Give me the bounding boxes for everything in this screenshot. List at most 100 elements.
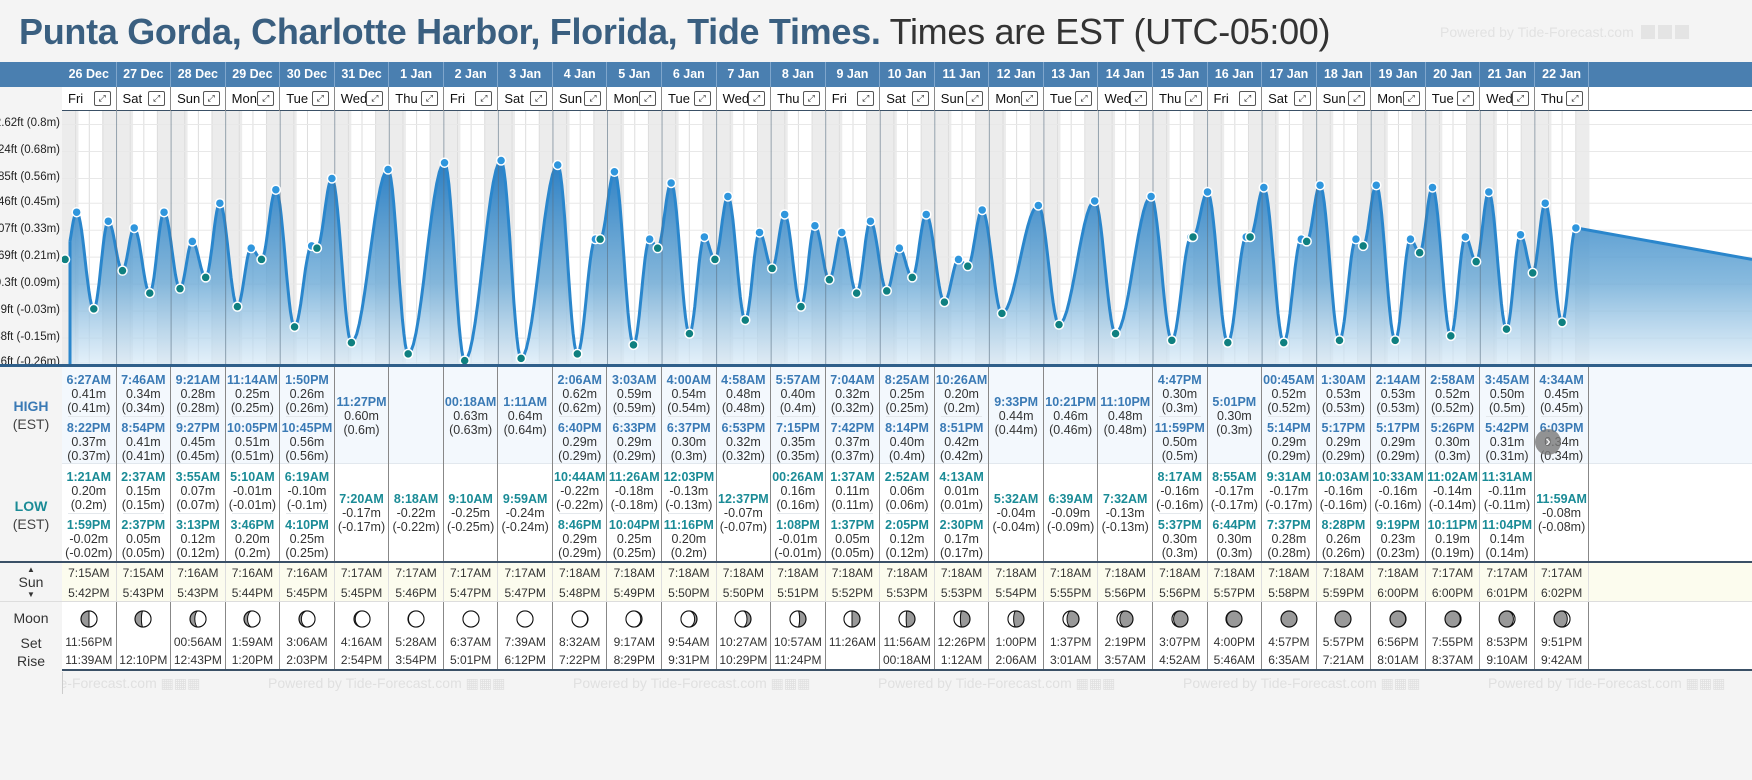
divider [777,416,819,417]
sun-day-cell: 7:18AM 5:51PM [771,563,826,601]
high-tide-entry: 9:33PM 0.44m (0.44m) [989,395,1043,437]
tide-area [70,160,1752,364]
divider [1540,416,1583,417]
expand-icon[interactable]: ⤢ [529,91,547,106]
tide-height-alt: (0.37m) [830,449,874,463]
tide-time: 6:53PM [721,421,766,435]
moon-phase-icon [1280,610,1298,628]
weekday-cell: Mon ⤢ [1371,87,1426,111]
expand-icon[interactable]: ⤢ [1566,91,1584,106]
expand-icon[interactable]: ⤢ [748,91,766,106]
tide-time: 6:37PM [666,421,711,435]
sunrise-time: 7:17AM [395,566,437,580]
tide-time: 6:33PM [612,421,657,435]
expand-icon[interactable]: ⤢ [1184,91,1202,106]
expand-icon[interactable]: ⤢ [475,91,493,106]
tide-day-column: 1:50PM 0.26m (0.26m) 10:45PM 0.56m (0.56m) 6:1… [280,367,335,561]
high-tide-point [187,236,198,247]
low-tide-point [684,328,695,339]
moonrise-time: 5:46AM [1213,653,1255,667]
tide-height-alt: (0.16m) [776,498,820,512]
tide-time: 6:39AM [1048,492,1093,506]
expand-icon[interactable]: ⤢ [1129,91,1147,106]
tide-time: 1:21AM [66,470,111,484]
y-tick-label: 2.62ft (0.8m) [0,117,60,130]
tide-time: 1:08PM [776,518,820,532]
expand-icon[interactable]: ⤢ [202,91,220,106]
moonrise-time: 1:20PM [231,653,274,667]
moonrise-time: 3:01AM [1049,653,1092,667]
weekday-label: Thu [1540,91,1564,106]
moonrise-time: 11:39AM [65,653,113,667]
high-tide-point [1258,182,1270,193]
moon-day-cell: 3:06AM 2:03PM [280,602,335,669]
expand-icon[interactable]: ⤢ [639,91,657,106]
divider [231,416,274,417]
expand-icon[interactable]: ⤢ [1293,91,1311,106]
scroll-right-button[interactable]: › [1535,429,1561,455]
divider [1322,416,1365,417]
weekday-label: Thu [395,91,418,106]
date-header: 2 Jan [444,62,499,87]
expand-icon[interactable]: ⤢ [257,91,275,106]
moon-lit [1116,610,1126,628]
expand-icon[interactable]: ⤢ [1020,91,1038,106]
expand-icon[interactable]: ⤢ [802,91,820,106]
high-tide-entry: 10:45PM 0.56m (0.56m) [280,421,334,463]
low-tide-entry: 11:04PM 0.14m (0.14m) [1480,518,1534,560]
divider [613,416,656,417]
tide-height: 0.53m [1326,387,1361,401]
tide-height-alt: (-0.01m) [228,498,277,512]
expand-icon[interactable]: ⤢ [693,91,711,106]
expand-icon[interactable]: ⤢ [420,91,438,106]
weekday-cell: Mon ⤢ [608,87,663,111]
tide-time: 9:33PM [994,395,1038,409]
moon-phase-icon [1389,610,1407,628]
tide-height-alt: (0.3m) [1434,449,1471,463]
tide-height: 0.23m [1380,532,1416,546]
low-tide-point [311,242,323,254]
y-tick-label: 1.85ft (0.56m) [0,171,60,184]
tide-height: 0.45m [1544,387,1579,401]
expand-icon[interactable]: ⤢ [366,91,384,106]
tide-height-alt: (-0.01m) [774,546,822,560]
tide-height-alt: (-0.13m) [1101,520,1149,534]
moon-day-cell: 4:00PM 5:46AM [1208,602,1263,669]
tide-height-alt: (0.23m) [1376,546,1420,560]
expand-icon[interactable]: ⤢ [93,91,111,106]
expand-icon[interactable]: ⤢ [1402,91,1420,106]
expand-icon[interactable]: ⤢ [148,91,166,106]
tide-height-alt: (0.41m) [121,449,165,463]
moon-day-cell: 9:54AM 9:31PM [662,602,717,669]
tide-day-column: 2:58AM 0.52m (0.52m) 5:26PM 0.30m (0.3m) 11:02… [1426,367,1481,561]
expand-icon[interactable]: ⤢ [311,91,329,106]
expand-icon[interactable]: ⤢ [1075,91,1093,106]
moonrise-time: 11:24PM [774,653,822,667]
low-tide-entry: 11:59AM -0.08m (-0.08m) [1535,492,1589,534]
tide-height: 0.37m [71,435,107,449]
expand-icon[interactable]: ⤢ [911,91,929,106]
weekday-cell: Mon ⤢ [989,87,1044,111]
high-label: HIGH (EST) [12,398,50,432]
expand-icon[interactable]: ⤢ [1239,91,1257,106]
sunset-time: 6:00PM [1377,586,1419,600]
divider [286,416,328,417]
high-tide-entry: 6:33PM 0.29m (0.29m) [608,421,662,463]
sunset-time: 5:55PM [1049,586,1092,600]
high-tide-point [495,155,507,166]
sunrise-time: 7:16AM [177,566,219,580]
moon-phase-icon [516,610,534,628]
expand-icon[interactable]: ⤢ [1457,91,1475,106]
expand-icon[interactable]: ⤢ [1511,91,1529,106]
expand-icon[interactable]: ⤢ [584,91,602,106]
expand-icon[interactable]: ⤢ [966,91,984,106]
tide-height-alt: (0.01m) [940,498,984,512]
divider [1268,416,1310,417]
low-tide-entry: 1:08PM -0.01m (-0.01m) [771,518,825,560]
tide-height: 0.56m [289,435,325,449]
expand-icon[interactable]: ⤢ [1348,91,1366,106]
expand-icon[interactable]: ⤢ [857,91,875,106]
tide-day-column: 4:47PM 0.30m (0.3m) 11:59PM 0.50m (0.5m) 8:17A… [1153,367,1208,561]
y-tick-label: 2.24ft (0.68m) [0,144,60,157]
high-tide-entry: 5:42PM 0.31m (0.31m) [1480,421,1534,463]
